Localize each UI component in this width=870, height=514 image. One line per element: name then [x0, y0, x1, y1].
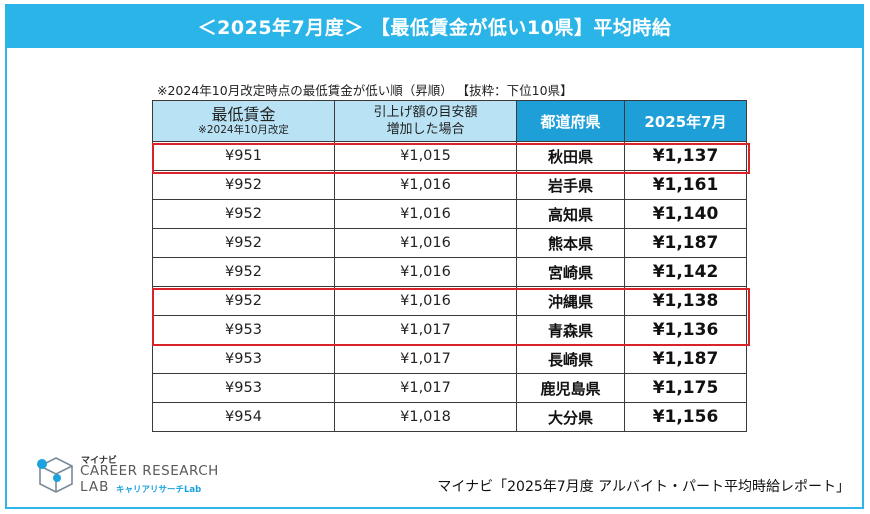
cell-july2025: ¥1,187 — [624, 344, 747, 374]
cell-prefecture: 秋田県 — [516, 141, 625, 171]
cell-prefecture: 青森県 — [516, 315, 625, 345]
cell-july2025: ¥1,138 — [624, 286, 747, 316]
table-row: ¥953 ¥1,017 長崎県 ¥1,187 — [152, 344, 747, 374]
header-raised: 引上げ額の目安額 増加した場合 — [334, 100, 517, 142]
cell-raised: ¥1,017 — [334, 373, 517, 403]
header-raised-line1: 引上げ額の目安額 — [373, 105, 478, 120]
table-row: ¥951 ¥1,015 秋田県 ¥1,137 — [152, 141, 747, 171]
cell-prefecture: 大分県 — [516, 402, 625, 432]
cell-prefecture: 沖縄県 — [516, 286, 625, 316]
table-row: ¥952 ¥1,016 高知県 ¥1,140 — [152, 199, 747, 229]
table-row: ¥953 ¥1,017 鹿児島県 ¥1,175 — [152, 373, 747, 403]
source-citation: マイナビ「2025年7月度 アルバイト・パート平均時給レポート」 — [437, 479, 850, 495]
cell-min-wage: ¥952 — [152, 228, 335, 258]
cell-july2025: ¥1,175 — [624, 373, 747, 403]
cell-min-wage: ¥952 — [152, 286, 335, 316]
cell-raised: ¥1,016 — [334, 228, 517, 258]
career-research-lab-logo-icon — [37, 457, 73, 493]
cell-july2025: ¥1,161 — [624, 170, 747, 200]
table-row: ¥953 ¥1,017 青森県 ¥1,136 — [152, 315, 747, 345]
wage-table: 最低賃金 ※2024年10月改定 引上げ額の目安額 増加した場合 都道府県 20… — [152, 100, 747, 432]
table-row: ¥954 ¥1,018 大分県 ¥1,156 — [152, 402, 747, 432]
logo-line2: LAB — [80, 479, 110, 495]
cell-raised: ¥1,016 — [334, 257, 517, 287]
logo-line1: CAREER RESEARCH — [80, 463, 219, 479]
table-note: ※2024年10月改定時点の最低賃金が低い順（昇順） 【抜粋：下位10県】 — [157, 83, 573, 98]
cell-july2025: ¥1,187 — [624, 228, 747, 258]
cell-raised: ¥1,017 — [334, 315, 517, 345]
cell-july2025: ¥1,140 — [624, 199, 747, 229]
header-min-wage-sub: ※2024年10月改定 — [198, 123, 289, 136]
cell-min-wage: ¥953 — [152, 373, 335, 403]
cell-min-wage: ¥952 — [152, 257, 335, 287]
header-prefecture: 都道府県 — [516, 100, 625, 142]
cell-raised: ¥1,018 — [334, 402, 517, 432]
table-header-row: 最低賃金 ※2024年10月改定 引上げ額の目安額 増加した場合 都道府県 20… — [152, 100, 747, 142]
table-row: ¥952 ¥1,016 岩手県 ¥1,161 — [152, 170, 747, 200]
cell-raised: ¥1,017 — [334, 344, 517, 374]
cell-raised: ¥1,016 — [334, 199, 517, 229]
table-row: ¥952 ¥1,016 沖縄県 ¥1,138 — [152, 286, 747, 316]
table-row: ¥952 ¥1,016 熊本県 ¥1,187 — [152, 228, 747, 258]
cell-raised: ¥1,015 — [334, 141, 517, 171]
cell-july2025: ¥1,136 — [624, 315, 747, 345]
cell-min-wage: ¥953 — [152, 344, 335, 374]
cell-min-wage: ¥954 — [152, 402, 335, 432]
cell-july2025: ¥1,137 — [624, 141, 747, 171]
cell-min-wage: ¥953 — [152, 315, 335, 345]
cell-prefecture: 岩手県 — [516, 170, 625, 200]
page-title: ＜2025年7月度＞ 【最低賃金が低い10県】平均時給 — [5, 4, 864, 48]
cell-prefecture: 宮崎県 — [516, 257, 625, 287]
cell-july2025: ¥1,156 — [624, 402, 747, 432]
cell-raised: ¥1,016 — [334, 286, 517, 316]
cell-july2025: ¥1,142 — [624, 257, 747, 287]
cell-raised: ¥1,016 — [334, 170, 517, 200]
cell-prefecture: 高知県 — [516, 199, 625, 229]
table-row: ¥952 ¥1,016 宮崎県 ¥1,142 — [152, 257, 747, 287]
header-min-wage: 最低賃金 ※2024年10月改定 — [152, 100, 335, 142]
cell-prefecture: 鹿児島県 — [516, 373, 625, 403]
cell-min-wage: ¥952 — [152, 170, 335, 200]
cell-prefecture: 長崎県 — [516, 344, 625, 374]
cell-min-wage: ¥951 — [152, 141, 335, 171]
header-raised-line2: 増加した場合 — [386, 122, 465, 137]
header-july2025: 2025年7月 — [624, 100, 747, 142]
header-min-wage-main: 最低賃金 — [211, 104, 276, 124]
logo-brand-small: マイナビ — [81, 456, 117, 466]
logo-kana: キャリアリサーチLab — [116, 485, 202, 495]
cell-min-wage: ¥952 — [152, 199, 335, 229]
cell-prefecture: 熊本県 — [516, 228, 625, 258]
